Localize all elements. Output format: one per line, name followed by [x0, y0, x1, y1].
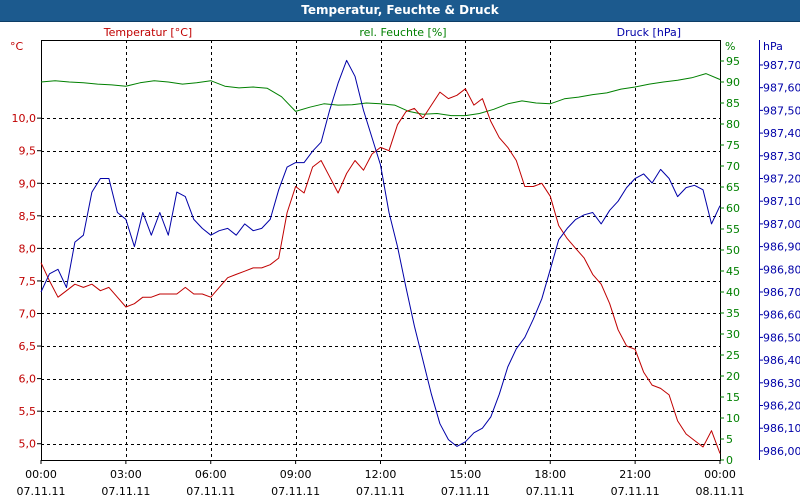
- pressure-unit-label: hPa: [763, 40, 783, 53]
- humidity-tick-label: 60: [726, 202, 740, 215]
- pressure-tick-label: 987,60: [763, 82, 800, 95]
- chart-title: Temperatur, Feuchte & Druck: [301, 3, 499, 17]
- series-lines: [40, 59, 721, 454]
- temperature-tick-label: 8,0: [19, 242, 37, 255]
- temperature-tick-label: 6,5: [19, 340, 37, 353]
- series-line-humidity: [40, 73, 721, 117]
- chart-title-bar: Temperatur, Feuchte & Druck: [0, 0, 800, 22]
- pressure-tick-label: 987,30: [763, 150, 800, 163]
- humidity-tick-label: 95: [726, 55, 740, 68]
- axis-labels: °C Temperatur [°C] rel. Feuchte [%] Druck […: [10, 26, 800, 498]
- temperature-tick-label: 7,5: [19, 275, 37, 288]
- humidity-tick-label: 30: [726, 328, 740, 341]
- x-tick-time-label: 09:00: [280, 468, 312, 481]
- humidity-tick-label: 85: [726, 97, 740, 110]
- humidity-tick-label: 90: [726, 76, 740, 89]
- humidity-tick-label: 65: [726, 181, 740, 194]
- pressure-header: Druck [hPa]: [617, 26, 681, 39]
- temperature-tick-label: 9,0: [19, 177, 37, 190]
- pressure-tick-label: 986,50: [763, 331, 800, 344]
- pressure-tick-label: 986,60: [763, 309, 800, 322]
- x-tick-time-label: 03:00: [110, 468, 142, 481]
- x-tick-date-label: 07.11.11: [101, 485, 150, 498]
- pressure-tick-label: 986,00: [763, 445, 800, 458]
- pressure-tick-label: 986,70: [763, 286, 800, 299]
- humidity-tick-label: 20: [726, 370, 740, 383]
- x-tick-date-label: 07.11.11: [271, 485, 320, 498]
- x-tick-time-label: 12:00: [365, 468, 397, 481]
- humidity-tick-label: 45: [726, 265, 740, 278]
- humidity-tick-label: 50: [726, 244, 740, 257]
- humidity-tick-label: 55: [726, 223, 740, 236]
- x-tick-time-label: 15:00: [450, 468, 482, 481]
- pressure-tick-label: 987,00: [763, 218, 800, 231]
- x-tick-date-label: 07.11.11: [611, 485, 660, 498]
- humidity-unit-label: %: [725, 40, 735, 53]
- plot-frame: [41, 40, 760, 461]
- x-tick-time-label: 00:00: [25, 468, 57, 481]
- x-tick-date-label: 07.11.11: [17, 485, 66, 498]
- temperature-tick-label: 5,5: [19, 405, 37, 418]
- x-tick-date-label: 08.11.11: [696, 485, 745, 498]
- humidity-tick-label: 10: [726, 412, 740, 425]
- pressure-tick-label: 987,50: [763, 104, 800, 117]
- series-line-temperature: [40, 88, 721, 454]
- pressure-tick-label: 986,90: [763, 241, 800, 254]
- temperature-tick-label: 10,0: [12, 112, 37, 125]
- pressure-tick-label: 987,40: [763, 127, 800, 140]
- series-line-pressure: [40, 59, 721, 447]
- temperature-tick-label: 8,5: [19, 210, 37, 223]
- x-tick-date-label: 07.11.11: [441, 485, 490, 498]
- pressure-tick-label: 986,30: [763, 377, 800, 390]
- humidity-tick-label: 15: [726, 391, 740, 404]
- temperature-tick-label: 9,5: [19, 145, 37, 158]
- temperature-tick-label: 7,0: [19, 307, 37, 320]
- humidity-tick-label: 5: [726, 433, 733, 446]
- x-tick-time-label: 06:00: [195, 468, 227, 481]
- humidity-header: rel. Feuchte [%]: [359, 26, 446, 39]
- pressure-tick-label: 986,10: [763, 422, 800, 435]
- pressure-tick-label: 987,70: [763, 59, 800, 72]
- humidity-tick-label: 40: [726, 286, 740, 299]
- humidity-tick-label: 70: [726, 160, 740, 173]
- x-tick-time-label: 18:00: [534, 468, 566, 481]
- x-tick-date-label: 07.11.11: [186, 485, 235, 498]
- pressure-tick-label: 987,10: [763, 195, 800, 208]
- x-tick-time-label: 21:00: [619, 468, 651, 481]
- temperature-unit-label: °C: [10, 40, 24, 53]
- temperature-tick-label: 5,0: [19, 438, 37, 451]
- x-tick-date-label: 07.11.11: [526, 485, 575, 498]
- humidity-tick-label: 25: [726, 349, 740, 362]
- humidity-tick-label: 0: [726, 454, 733, 467]
- temperature-tick-label: 6,0: [19, 373, 37, 386]
- grid: [41, 40, 720, 460]
- humidity-tick-label: 75: [726, 139, 740, 152]
- pressure-tick-label: 986,20: [763, 400, 800, 413]
- humidity-tick-label: 35: [726, 307, 740, 320]
- chart-canvas: °C Temperatur [°C] rel. Feuchte [%] Druck […: [10, 26, 800, 498]
- pressure-tick-label: 987,20: [763, 172, 800, 185]
- humidity-tick-label: 80: [726, 118, 740, 131]
- pressure-tick-label: 986,80: [763, 263, 800, 276]
- x-tick-date-label: 07.11.11: [356, 485, 405, 498]
- x-tick-time-label: 00:00: [704, 468, 736, 481]
- temperature-header: Temperatur [°C]: [103, 26, 192, 39]
- pressure-tick-label: 986,40: [763, 354, 800, 367]
